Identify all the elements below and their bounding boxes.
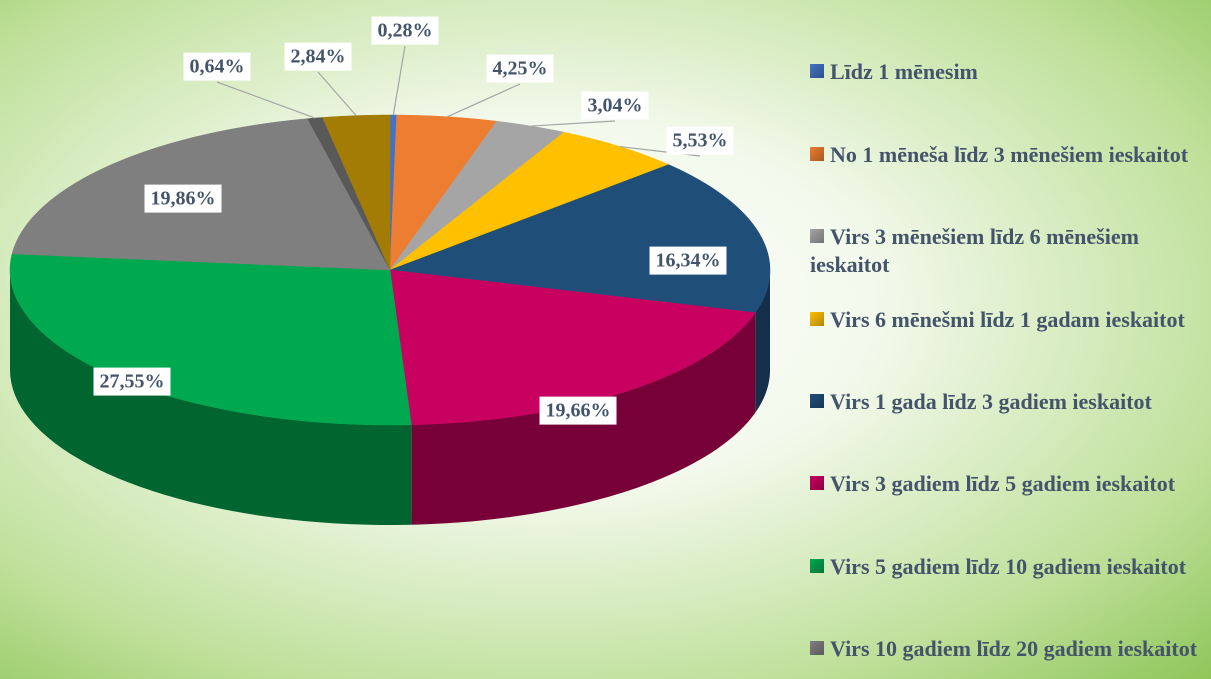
slice (389, 114, 498, 271)
legend-entry: Virs 6 mēnešmi līdz 1 gadam ieskaitot (810, 306, 1205, 334)
legend-entry: Virs 10 gadiem līdz 20 gadiem ieskaitot (810, 635, 1205, 663)
slice (389, 164, 771, 313)
data-label: 27,55% (100, 371, 165, 393)
slice (322, 114, 391, 271)
data-label-box (371, 16, 439, 45)
legend-label: Līdz 1 mēnesim (830, 59, 978, 84)
legend-entry: Virs 5 gadiem līdz 10 gadiem ieskaitot (810, 553, 1205, 581)
data-label: 3,04% (588, 95, 643, 117)
legend-swatch (810, 394, 824, 408)
legend-swatch (810, 559, 824, 573)
data-label: 0,64% (190, 56, 245, 78)
leader-line (216, 81, 316, 119)
leader-line (317, 71, 357, 117)
data-label-box (93, 367, 171, 396)
legend-label: Virs 6 mēnešmi līdz 1 gadam ieskaitot (830, 307, 1185, 332)
legend-swatch (810, 64, 824, 78)
legend-label: Virs 1 gada līdz 3 gadiem ieskaitot (830, 389, 1152, 414)
leader-line (530, 120, 616, 127)
legend-label: No 1 mēneša līdz 3 mēnešiem ieskaitot (830, 142, 1189, 167)
data-label: 19,86% (151, 188, 216, 210)
legend-label: Virs 10 gadiem līdz 20 gadiem ieskaitot (830, 636, 1198, 661)
legend-label: Virs 3 gadiem līdz 5 gadiem ieskaitot (830, 471, 1176, 496)
data-label: 19,66% (546, 400, 611, 422)
data-label: 5,53% (673, 130, 728, 152)
leader-line (446, 83, 521, 118)
leader-line (392, 45, 406, 116)
legend-entry: Virs 3 gadiem līdz 5 gadiem ieskaitot (810, 470, 1205, 498)
legend-entry: Virs 1 gada līdz 3 gadiem ieskaitot (810, 388, 1205, 416)
data-label: 2,84% (291, 46, 346, 68)
slice (389, 269, 756, 426)
data-label: 16,34% (656, 250, 721, 272)
legend-label: Virs 3 mēnešiem līdz 6 mēnešiem ieskaito… (810, 224, 1139, 277)
data-label-box (144, 184, 222, 213)
data-label-box (183, 52, 251, 81)
legend-swatch (810, 641, 824, 655)
legend-entry: No 1 mēneša līdz 3 mēnešiem ieskaitot (810, 141, 1205, 169)
legend-swatch (810, 147, 824, 161)
slice (389, 120, 565, 271)
data-label-box (539, 396, 617, 425)
legend-label: Virs 5 gadiem līdz 10 gadiem ieskaitot (830, 554, 1187, 579)
data-label-box (581, 91, 649, 120)
slice-side (755, 270, 770, 413)
legend-entry: Virs 3 mēnešiem līdz 6 mēnešiem ieskaito… (810, 223, 1205, 279)
data-label-box (486, 54, 554, 83)
data-label-box (284, 42, 352, 71)
legend-entry: Līdz 1 mēnesim (810, 58, 1205, 86)
legend-swatch (810, 229, 824, 243)
legend-swatch (810, 476, 824, 490)
slice-side (10, 270, 412, 525)
legend-swatch (810, 312, 824, 326)
data-label-box (649, 246, 727, 275)
data-label-box (666, 126, 734, 155)
data-label: 4,25% (493, 58, 548, 80)
data-label: 0,28% (378, 20, 433, 42)
